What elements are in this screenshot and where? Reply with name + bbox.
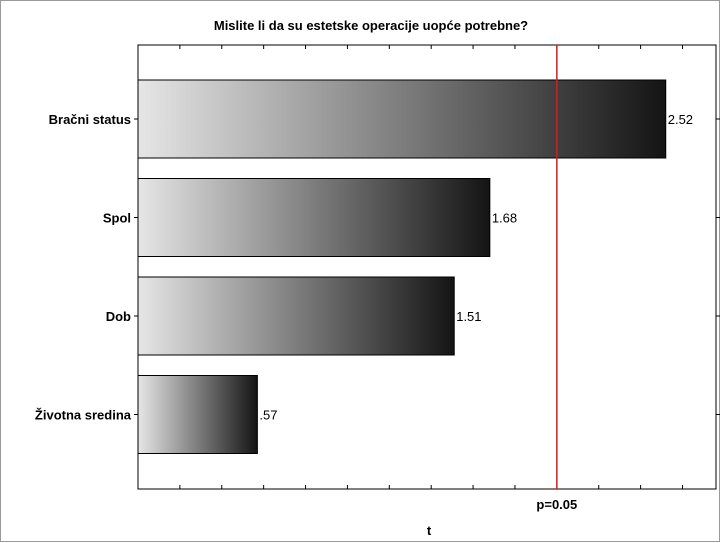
data-label-bra-ni-status: 2.52 xyxy=(668,112,693,127)
data-label--ivotna-sredina: .57 xyxy=(259,408,277,423)
category-label-spol: Spol xyxy=(103,211,131,226)
bar-spol xyxy=(137,178,491,257)
bar-bra-ni-status xyxy=(137,79,667,159)
bars: 2.52 Bračni status 1.68 Spol 1.51 Dob .57 Život… xyxy=(35,79,693,454)
chart-title: Mislite li da su estetske operacije uopć… xyxy=(214,18,528,33)
bar-dob xyxy=(137,276,455,356)
plot-area xyxy=(137,44,717,490)
x-axis-label: t xyxy=(427,523,432,538)
bar--ivotna-sredina xyxy=(137,375,258,454)
data-label-dob: 1.51 xyxy=(456,309,481,324)
category-label-bra-ni-status: Bračni status xyxy=(49,112,131,127)
data-label-spol: 1.68 xyxy=(492,211,517,226)
category-label--ivotna-sredina: Životna sredina xyxy=(35,408,132,423)
category-label-dob: Dob xyxy=(106,309,131,324)
reference-line-label: p=0.05 xyxy=(536,497,577,512)
